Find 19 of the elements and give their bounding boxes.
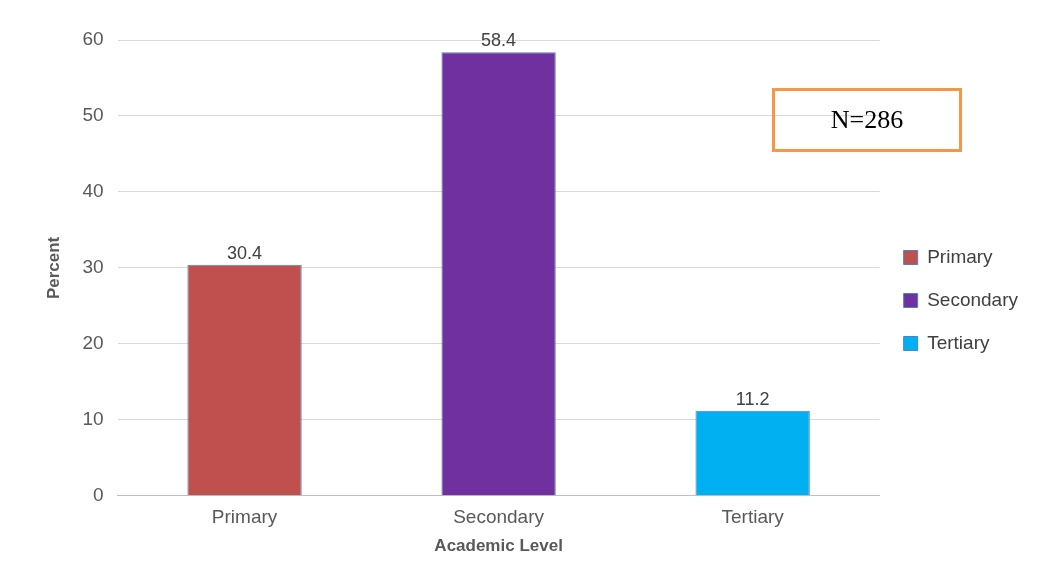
y-tick-label: 0 [92, 484, 104, 506]
data-label: 11.2 [735, 388, 770, 409]
y-tick-label: 30 [82, 256, 104, 278]
y-tick-label: 10 [82, 408, 104, 430]
legend-label: Tertiary [927, 331, 990, 353]
y-axis-title: Percent [43, 236, 63, 300]
legend-label: Secondary [927, 288, 1019, 310]
x-tick-label: Tertiary [721, 506, 785, 528]
data-label: 58.4 [481, 30, 517, 51]
x-tick-label: Primary [211, 506, 278, 528]
x-axis-title: Academic Level [434, 536, 563, 556]
y-tick-label: 60 [82, 28, 104, 50]
y-tick-label: 50 [82, 104, 104, 126]
y-tick-label: 20 [82, 332, 104, 354]
data-label: 30.4 [227, 242, 263, 263]
annotation: N=286 [830, 105, 904, 135]
y-tick-label: 40 [82, 180, 104, 202]
legend-label: Primary [927, 245, 994, 267]
x-tick-label: Secondary [453, 506, 545, 528]
